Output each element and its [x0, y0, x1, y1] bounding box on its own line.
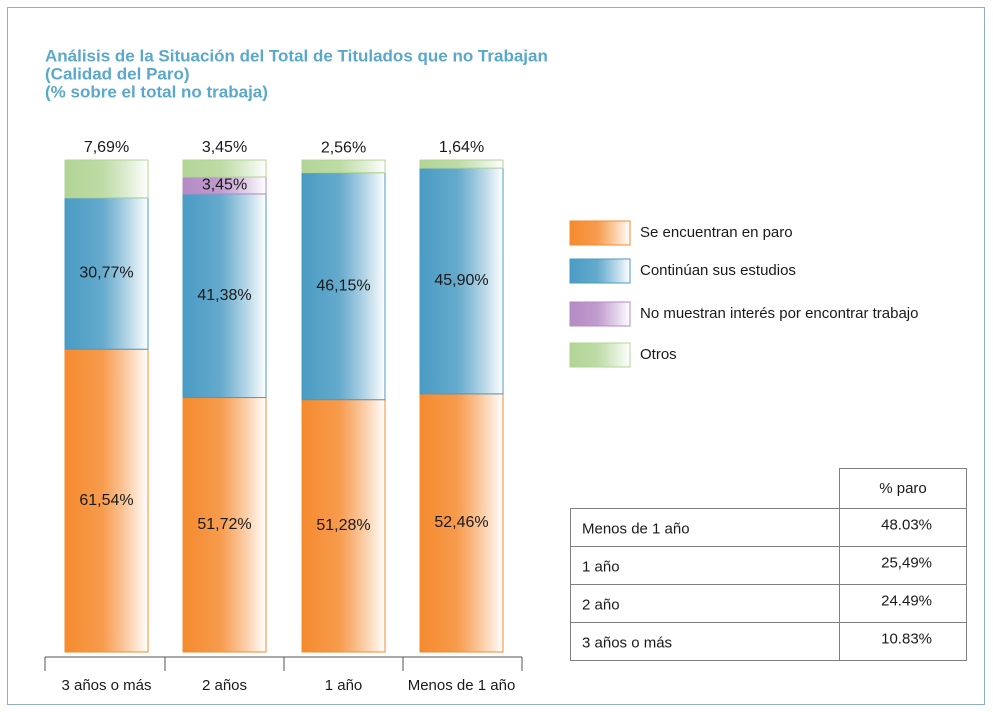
frame: [7, 7, 985, 705]
data-label: 41,38%: [197, 287, 251, 304]
table-cell: 2 año: [582, 596, 620, 613]
table-cell: 25,49%: [881, 554, 932, 571]
data-label: 52,46%: [434, 514, 488, 531]
bar-segment: [419, 167, 504, 395]
legend-swatch: [569, 342, 631, 368]
bar-segment: [301, 172, 386, 401]
data-label: 3,45%: [202, 139, 247, 156]
table-cell: 48.03%: [881, 516, 932, 533]
data-label: 46,15%: [316, 277, 370, 294]
legend-label: Otros: [640, 346, 677, 363]
table-cell: 3 años o más: [582, 634, 672, 651]
table-cell: 10.83%: [881, 630, 932, 647]
data-label: 61,54%: [79, 492, 133, 509]
data-label: 51,28%: [316, 517, 370, 534]
legend-swatch: [569, 220, 631, 246]
bar-segment: [301, 399, 386, 653]
chart-title: Análisis de la Situación del Total de Ti…: [45, 46, 548, 65]
bar-segment: [182, 159, 267, 178]
legend-label: Continúan sus estudios: [640, 262, 796, 279]
chart-title: (Calidad del Paro): [45, 64, 190, 83]
data-label: 51,72%: [197, 516, 251, 533]
chart-title: (% sobre el total no trabaja): [45, 82, 268, 101]
bar-segment: [64, 197, 149, 350]
bar-segment: [419, 159, 504, 169]
table-cell: 24.49%: [881, 592, 932, 609]
legend-label: No muestran interés por encontrar trabaj…: [640, 305, 918, 322]
legend-swatch: [569, 258, 631, 284]
data-label: 3,45%: [202, 177, 247, 194]
table-cell: 1 año: [582, 558, 620, 575]
legend-swatch: [569, 301, 631, 327]
x-tick-label: Menos de 1 año: [408, 677, 516, 694]
bar-segment: [419, 393, 504, 653]
data-label: 1,64%: [439, 139, 484, 156]
legend-label: Se encuentran en paro: [640, 224, 793, 241]
x-tick-label: 2 años: [202, 677, 247, 694]
table-header: % paro: [879, 480, 927, 497]
data-label: 30,77%: [79, 265, 133, 282]
data-label: 2,56%: [321, 139, 366, 156]
table-cell: Menos de 1 año: [582, 520, 690, 537]
bar-segment: [64, 159, 149, 199]
table-header-cell: [839, 468, 967, 509]
data-label: 45,90%: [434, 272, 488, 289]
bar-segment: [301, 159, 386, 174]
x-tick-label: 1 año: [325, 677, 363, 694]
x-tick-label: 3 años o más: [61, 677, 151, 694]
data-label: 7,69%: [84, 139, 129, 156]
bar-segment: [182, 193, 267, 399]
